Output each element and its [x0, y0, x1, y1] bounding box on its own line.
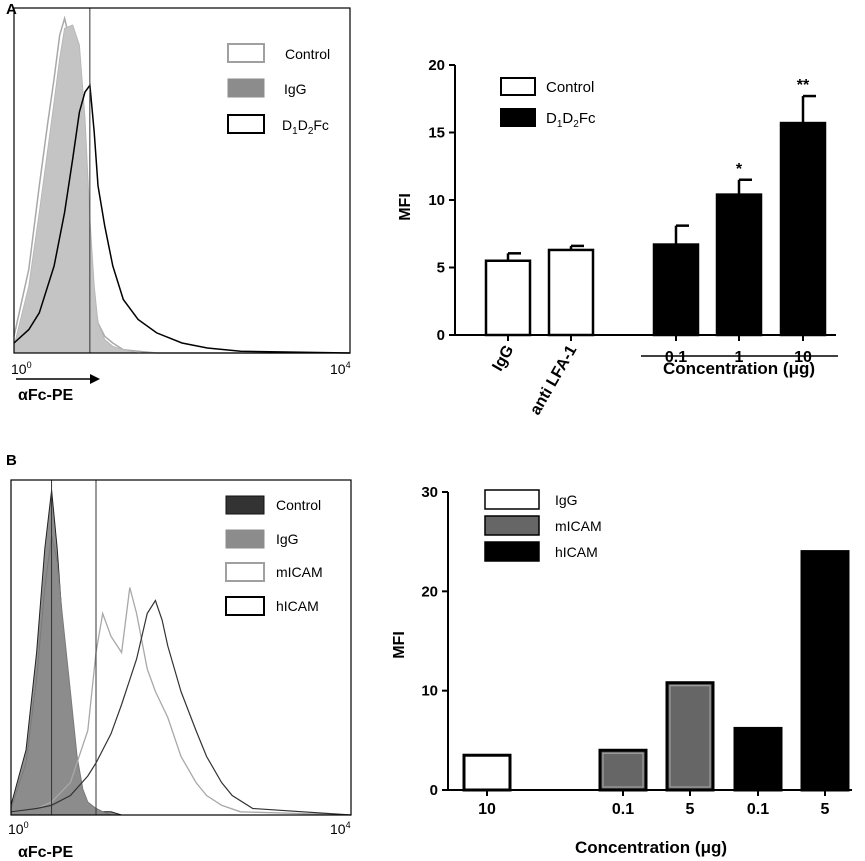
panel-a-bar-igg [484, 259, 532, 337]
panel-b-bar-legend-hicam: hICAM [555, 544, 598, 560]
panel-b-bar-legend-swatch-micam [484, 515, 540, 536]
panel-b-histogram-plot [10, 480, 352, 816]
panel-b-xtick-label: 0.1 [747, 801, 769, 818]
panel-a-xtick-label: 10 [794, 349, 812, 366]
panel-b-legend-swatch-control [225, 495, 265, 515]
panel-b-ytick-label: 0 [430, 782, 438, 799]
panel-b-bar-hicam-4 [800, 550, 850, 792]
panel-b-histogram: 100 104 αFc-PE Control IgG mICAM hICAM [8, 479, 352, 861]
panel-a-legend-swatch-control [227, 43, 265, 63]
panel-b-ytick-label: 20 [421, 583, 438, 600]
panel-b-histogram-curve-hicam [10, 599, 352, 816]
panel-b-bar-inner-outline [602, 752, 644, 788]
panel-b-ytick-label: 10 [421, 683, 438, 700]
panel-b-xtick-label: 0.1 [612, 801, 634, 818]
panel-a-legend-igg: IgG [284, 81, 307, 97]
panel-a-label: A [6, 1, 17, 18]
panel-b-xtick-label: 10 [478, 801, 496, 818]
panel-b-xmin-label: 100 [8, 820, 29, 837]
panel-b-legend-hicam: hICAM [276, 598, 319, 614]
panel-b-ylabel: MFI [391, 631, 408, 659]
panel-a-bar-anti-lfa-1 [547, 248, 595, 337]
panel-a-xtick-label: 0.1 [665, 349, 687, 366]
panel-b-legend-swatch-igg [225, 529, 265, 549]
panel-b-bar-hicam-3 [733, 726, 783, 792]
panel-a-legend-swatch-d1d2fc [227, 114, 265, 134]
panel-b-xlabel: αFc-PE [18, 844, 74, 861]
panel-a-xaxis-arrow-head [90, 374, 100, 384]
panel-a-ytick-label: 0 [437, 327, 445, 344]
panel-a-histogram-curve-igg [13, 24, 350, 354]
panel-b-legend-igg: IgG [276, 531, 299, 547]
panel-a-bar-1 [715, 193, 763, 337]
panel-a-legend-d1d2fc: D1D2Fc [282, 117, 329, 137]
panel-a-ytick-label: 5 [437, 260, 445, 277]
panel-b-histogram-frame [10, 479, 352, 816]
panel-a-histogram: 100 104 αFc-PE Control IgG D1D2Fc [11, 7, 351, 404]
panel-a-xtick-label: IgG [489, 343, 517, 375]
panel-b-bar-legend-igg: IgG [555, 492, 578, 508]
panel-a-bar-legend-swatch-d1d2fc [500, 108, 536, 127]
panel-b-legend-swatch-hicam [225, 596, 265, 616]
panel-a-bar-10 [779, 121, 827, 337]
panel-b-bar-micam-2 [665, 681, 715, 792]
panel-a-xtick-label: 1 [735, 349, 744, 366]
panel-a-histogram-curve-d1d2fc [13, 83, 351, 354]
panel-a-xmax-label: 104 [330, 360, 351, 377]
panel-b-xmax-label: 104 [330, 820, 351, 837]
panel-a-ytick-label: 20 [428, 57, 445, 74]
panel-a-bar-0-1 [652, 243, 700, 337]
panel-a-legend-control: Control [285, 46, 330, 62]
panel-a-xtick-label: anti LFA-1 [527, 342, 580, 418]
panel-b-bar-inner-outline [669, 685, 711, 788]
panel-a-bar-legend-d1d2fc: D1D2Fc [546, 110, 596, 130]
panel-b-bar-chart: 0 10 20 30 10 0.1 5 0.1 5 MFI Concentration (μg)… [391, 484, 852, 857]
panel-a-bar-legend-swatch-control [500, 77, 536, 96]
panel-b-legend-control: Control [276, 497, 321, 513]
panel-b-xtick-label: 5 [821, 801, 830, 818]
panel-a-xmin-label: 100 [11, 360, 32, 377]
panel-a-significance-mark: ** [797, 77, 810, 94]
panel-a-histogram-frame [13, 7, 351, 354]
panel-a-ytick-label: 10 [428, 192, 445, 209]
panel-a-bar-legend-control: Control [546, 79, 594, 96]
panel-b-label: B [6, 452, 17, 469]
panel-b-histogram-curve-micam [10, 587, 352, 816]
panel-a-xlabel-concentration: Concentration (μg) [663, 359, 815, 378]
panel-b-xtick-label: 5 [686, 801, 695, 818]
panel-b-bar-plot: 0 10 20 30 10 0.1 5 0.1 5 [421, 484, 852, 818]
panel-b-ytick-label: 30 [421, 484, 438, 501]
panel-b-legend-micam: mICAM [276, 564, 323, 580]
panel-b-bar-micam-1 [598, 748, 648, 792]
panel-b-xlabel-concentration: Concentration (μg) [575, 838, 727, 857]
panel-a-xlabel: αFc-PE [18, 387, 74, 404]
panel-a-bar-chart: 0 5 10 15 20 IgG anti LFA-1 0.1 * 1 ** 10 MFI Conce… [397, 57, 838, 418]
panel-b-bar-legend-swatch-igg [484, 489, 540, 510]
panel-a-ylabel: MFI [397, 193, 414, 221]
panel-b-bar-legend-micam: mICAM [555, 518, 602, 534]
panel-b-legend-swatch-micam [225, 562, 265, 582]
panel-b-bar-legend-swatch-hicam [484, 541, 540, 562]
panel-b-bar-igg-0 [462, 753, 512, 792]
panel-a-ytick-label: 15 [428, 125, 445, 142]
panel-a-significance-mark: * [736, 161, 743, 178]
panel-a-legend-swatch-igg [227, 78, 265, 98]
